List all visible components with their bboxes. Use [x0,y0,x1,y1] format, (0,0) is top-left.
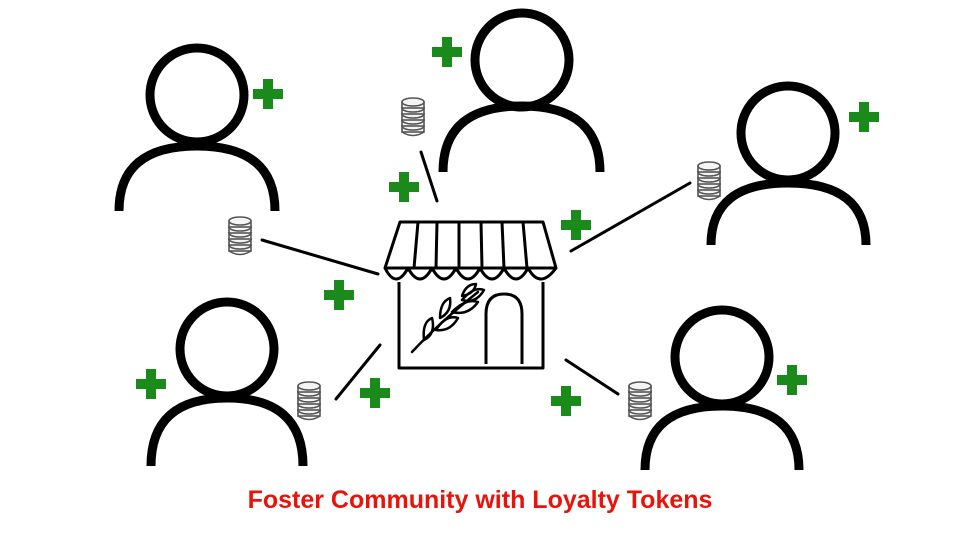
plus-icon [360,378,390,408]
plus-icon [253,79,283,109]
plus-icon [561,210,591,240]
person-icon [640,305,804,471]
connection-line-right [569,181,692,253]
plus-icon [849,102,879,132]
connection-line-top-left [260,238,380,276]
person-icon [438,8,605,173]
plus-icon [136,369,166,399]
coin-stack-icon [697,161,721,201]
leaf-sprig-icon [410,282,486,354]
plus-icon [324,280,354,310]
person-icon [146,297,308,467]
person-icon [114,43,280,212]
plus-icon [432,37,462,67]
person-icon [706,81,871,246]
plus-icon [389,172,419,202]
token-icons [228,97,721,421]
connection-line-bottom-left [334,343,382,401]
caption-title: Foster Community with Loyalty Tokens [247,486,713,514]
connection-line-bottom-right [564,358,620,396]
plus-icon [777,365,807,395]
plus-icon [551,386,581,416]
coin-stack-icon [401,97,425,137]
coin-stack-icon [228,216,252,256]
storefront-icon [383,220,558,370]
connection-line-top-center [419,150,439,203]
coin-stack-icon [297,381,321,421]
connections [260,150,692,401]
coin-stack-icon [628,381,652,421]
plus-icons [136,37,879,416]
